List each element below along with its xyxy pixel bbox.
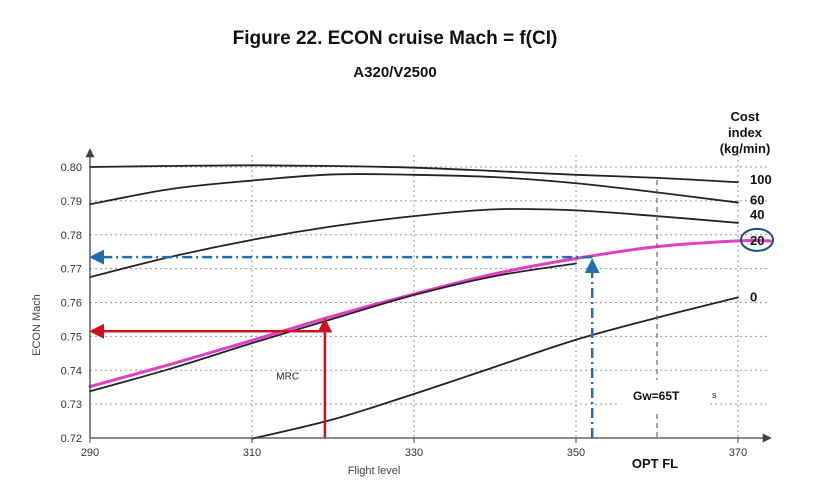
legend-title-line: index [728, 125, 763, 140]
annotations [89, 180, 774, 438]
series-lines [88, 164, 772, 440]
weight-suffix: s [712, 390, 717, 400]
y-tick-label: 0.72 [61, 433, 82, 445]
ci-label-0: 0 [750, 289, 757, 304]
y-tick-label: 0.73 [61, 399, 82, 411]
x-tick-label: 370 [729, 447, 747, 459]
series-line-20 [88, 238, 772, 389]
weight-label: Gw=65T [633, 389, 680, 403]
x-tick-label: 350 [567, 447, 585, 459]
x-axis-label: Flight level [348, 465, 401, 477]
series-line-base [89, 262, 577, 393]
ci-highlight-circle [740, 227, 774, 252]
y-tick-label: 0.79 [61, 196, 82, 208]
ci-label-60: 60 [750, 193, 764, 208]
x-tick-label: 330 [405, 447, 423, 459]
series-line-100 [89, 164, 739, 184]
legend-title-line: (kg/min) [720, 141, 771, 156]
y-tick-label: 0.78 [61, 230, 82, 242]
axes [85, 148, 772, 443]
y-tick-label: 0.75 [61, 331, 82, 343]
ci-label-40: 40 [750, 207, 764, 222]
y-tick-label: 0.80 [61, 162, 82, 174]
mrc-label: MRC [276, 372, 299, 383]
chart-subtitle: A320/V2500 [353, 64, 437, 81]
ci-label-100: 100 [750, 172, 772, 187]
y-axis-label: ECON Mach [31, 294, 43, 356]
y-tick-label: 0.77 [61, 264, 82, 276]
weight-box [620, 380, 710, 410]
series-line-60 [89, 173, 739, 206]
ci-label-20: 20 [750, 233, 764, 248]
y-tick-label: 0.74 [61, 365, 82, 377]
legend-title-line: Cost [731, 109, 761, 124]
labels: 0.80 0.79 0.78 0.77 0.76 0.75 0.74 0.73 0.72 290 3… [31, 109, 772, 477]
opt-fl-label: OPT FL [632, 456, 678, 471]
chart-title: Figure 22. ECON cruise Mach = f(CI) [232, 28, 558, 49]
y-tick-label: 0.76 [61, 298, 82, 310]
x-tick-label: 310 [243, 447, 261, 459]
x-tick-label: 290 [81, 447, 99, 459]
series-line-40 [89, 208, 739, 278]
